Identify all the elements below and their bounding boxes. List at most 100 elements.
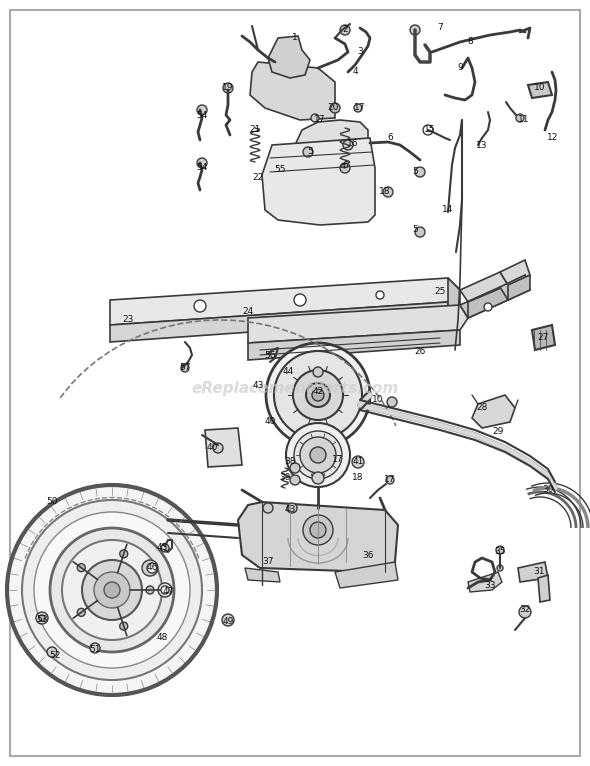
Circle shape (313, 367, 323, 377)
Circle shape (294, 431, 342, 479)
Text: 33: 33 (484, 581, 496, 590)
Text: 13: 13 (476, 140, 488, 149)
Text: 5: 5 (307, 148, 313, 156)
Circle shape (303, 147, 313, 157)
Circle shape (354, 104, 362, 112)
Text: 23: 23 (122, 316, 134, 325)
Text: 54: 54 (196, 110, 208, 119)
Circle shape (312, 472, 324, 484)
Polygon shape (500, 275, 530, 300)
Text: 9: 9 (457, 64, 463, 73)
Circle shape (340, 25, 350, 35)
Text: 38: 38 (284, 457, 296, 466)
Polygon shape (508, 275, 530, 300)
Text: 50: 50 (46, 497, 58, 506)
Circle shape (213, 443, 223, 453)
Text: 11: 11 (518, 116, 530, 125)
Circle shape (47, 647, 57, 657)
Text: 57: 57 (179, 364, 191, 372)
Text: 5: 5 (412, 225, 418, 234)
Polygon shape (205, 428, 242, 467)
Text: 49: 49 (222, 617, 234, 627)
Text: 17: 17 (354, 103, 366, 113)
Polygon shape (468, 572, 502, 592)
Text: 46: 46 (146, 564, 158, 572)
Polygon shape (500, 260, 530, 285)
Circle shape (197, 158, 207, 168)
Text: 32: 32 (519, 605, 530, 614)
Text: 6: 6 (342, 161, 348, 169)
Text: 28: 28 (476, 404, 488, 413)
Text: 31: 31 (533, 568, 545, 577)
Circle shape (415, 227, 425, 237)
Circle shape (94, 572, 130, 608)
Circle shape (376, 291, 384, 299)
Circle shape (340, 163, 350, 173)
Text: 55: 55 (274, 165, 286, 175)
Circle shape (104, 582, 120, 598)
Circle shape (120, 622, 128, 630)
Circle shape (310, 447, 326, 463)
Circle shape (386, 476, 394, 484)
Polygon shape (335, 562, 398, 588)
Circle shape (90, 643, 100, 653)
Circle shape (161, 544, 169, 552)
Text: 27: 27 (537, 333, 549, 342)
Text: 17: 17 (384, 476, 396, 485)
Polygon shape (528, 82, 552, 98)
Circle shape (415, 167, 425, 177)
Text: 21: 21 (250, 126, 261, 135)
Circle shape (293, 370, 343, 420)
Polygon shape (268, 36, 310, 78)
Circle shape (142, 560, 158, 576)
Text: 48: 48 (156, 633, 168, 643)
Text: 7: 7 (437, 22, 443, 31)
Circle shape (519, 606, 531, 618)
Polygon shape (248, 305, 468, 343)
Circle shape (77, 564, 86, 571)
Text: 14: 14 (442, 205, 454, 214)
Circle shape (311, 114, 319, 122)
Circle shape (290, 475, 300, 485)
Text: 42: 42 (312, 388, 324, 397)
Polygon shape (538, 575, 550, 602)
Circle shape (387, 397, 397, 407)
Polygon shape (250, 62, 335, 120)
Text: 24: 24 (242, 307, 254, 316)
Circle shape (161, 586, 169, 594)
Polygon shape (110, 302, 448, 342)
Circle shape (82, 560, 142, 620)
Text: 1: 1 (292, 34, 298, 42)
Circle shape (222, 614, 234, 626)
Circle shape (36, 612, 48, 624)
Circle shape (423, 125, 433, 135)
Circle shape (303, 515, 333, 545)
Circle shape (223, 83, 233, 93)
Circle shape (383, 187, 393, 197)
Text: 6: 6 (387, 133, 393, 142)
Text: 51: 51 (89, 646, 101, 654)
Circle shape (194, 300, 206, 312)
Circle shape (312, 389, 324, 401)
Circle shape (62, 540, 162, 640)
Text: 19: 19 (222, 83, 234, 93)
Circle shape (497, 565, 503, 571)
Circle shape (410, 25, 420, 35)
Text: 25: 25 (434, 287, 445, 296)
Text: 53: 53 (36, 616, 48, 624)
Circle shape (286, 423, 350, 487)
Polygon shape (460, 272, 508, 302)
Circle shape (496, 546, 504, 554)
Text: 36: 36 (362, 551, 373, 559)
Circle shape (310, 522, 326, 538)
Text: 10: 10 (535, 83, 546, 93)
Circle shape (120, 550, 128, 558)
Text: 18: 18 (352, 473, 364, 483)
Polygon shape (245, 568, 280, 582)
Text: 30: 30 (542, 486, 554, 495)
Text: 41: 41 (352, 457, 363, 466)
Circle shape (294, 294, 306, 306)
Text: 22: 22 (253, 174, 264, 182)
Text: 29: 29 (492, 427, 504, 437)
Text: 10: 10 (372, 395, 384, 404)
